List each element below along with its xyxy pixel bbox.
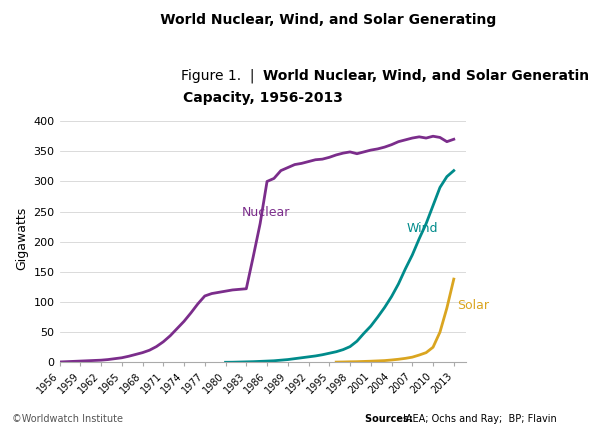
Text: World Nuclear, Wind, and Solar Generating: World Nuclear, Wind, and Solar Generatin… (263, 69, 589, 83)
Text: Solar: Solar (457, 298, 489, 312)
Text: Nuclear: Nuclear (241, 206, 290, 219)
Text: IAEA; Ochs and Ray;  BP; Flavin: IAEA; Ochs and Ray; BP; Flavin (403, 414, 557, 424)
Text: Sources:: Sources: (365, 414, 416, 424)
Text: Capacity, 1956-2013: Capacity, 1956-2013 (183, 91, 343, 105)
Text: ©Worldwatch Institute: ©Worldwatch Institute (12, 414, 123, 424)
Y-axis label: Gigawatts: Gigawatts (15, 207, 28, 270)
Text: Wind: Wind (407, 222, 438, 235)
Text: Figure 1.  |: Figure 1. | (181, 68, 263, 83)
Text: World Nuclear, Wind, and Solar Generating: World Nuclear, Wind, and Solar Generatin… (92, 13, 497, 27)
